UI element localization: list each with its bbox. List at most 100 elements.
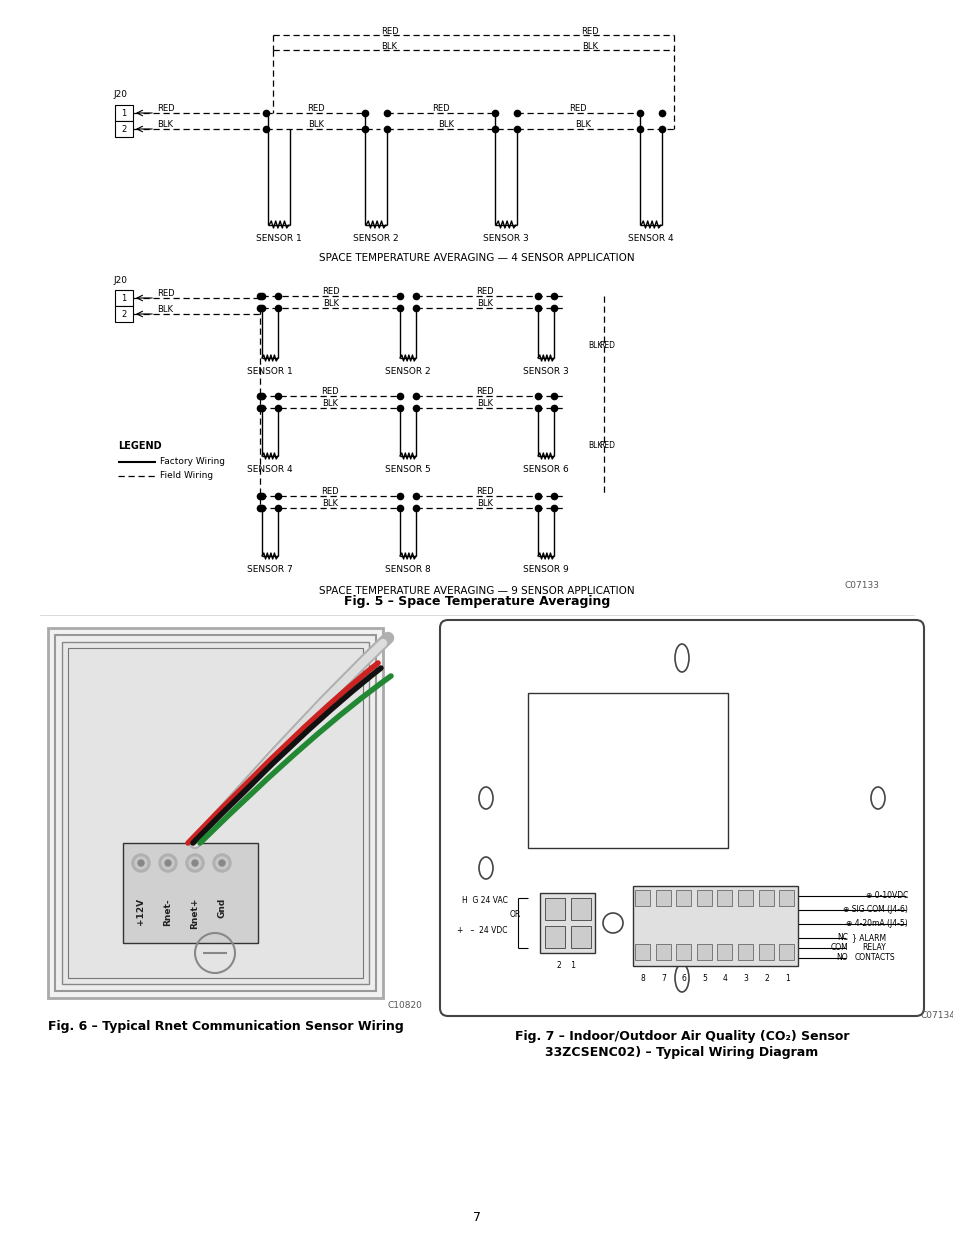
Bar — [62, 642, 369, 984]
Text: } ALARM: } ALARM — [851, 934, 885, 942]
Text: Field Wiring: Field Wiring — [160, 472, 213, 480]
Text: C07133: C07133 — [844, 580, 879, 589]
Bar — [676, 944, 691, 960]
Ellipse shape — [478, 857, 493, 879]
Text: SENSOR 1: SENSOR 1 — [255, 233, 301, 242]
Bar — [696, 944, 711, 960]
Text: BLK: BLK — [476, 399, 493, 408]
Circle shape — [213, 853, 231, 872]
Bar — [758, 944, 773, 960]
Text: SENSOR 4: SENSOR 4 — [247, 464, 293, 473]
Text: Rnet+: Rnet+ — [191, 898, 199, 930]
Text: BLK: BLK — [157, 305, 172, 314]
Bar — [779, 944, 794, 960]
Bar — [655, 944, 670, 960]
Bar — [55, 635, 375, 990]
Text: ⊕ 4-20mA (J4-5): ⊕ 4-20mA (J4-5) — [845, 920, 907, 929]
Ellipse shape — [675, 965, 688, 992]
Text: OR: OR — [509, 910, 520, 920]
Text: SENSOR 9: SENSOR 9 — [522, 564, 568, 573]
Text: BLK: BLK — [323, 299, 338, 308]
Text: RED: RED — [321, 387, 338, 395]
Text: BLK: BLK — [476, 299, 493, 308]
Bar — [544, 926, 564, 948]
Circle shape — [192, 860, 198, 866]
Text: BLK: BLK — [381, 42, 397, 51]
Bar — [655, 890, 670, 906]
Text: NO: NO — [836, 953, 847, 962]
Text: 1: 1 — [121, 294, 127, 303]
Ellipse shape — [478, 787, 493, 809]
Bar — [123, 844, 257, 944]
Text: 2: 2 — [763, 974, 768, 983]
Text: RED: RED — [380, 26, 398, 36]
Bar — [635, 944, 649, 960]
Text: 33ZCSENC02) – Typical Wiring Diagram: 33ZCSENC02) – Typical Wiring Diagram — [545, 1046, 818, 1058]
Text: SENSOR 4: SENSOR 4 — [627, 233, 673, 242]
Circle shape — [219, 860, 225, 866]
Text: SENSOR 5: SENSOR 5 — [385, 464, 431, 473]
Text: 7: 7 — [660, 974, 665, 983]
Bar — [48, 629, 382, 998]
Text: H  G 24 VAC: H G 24 VAC — [461, 897, 507, 905]
Circle shape — [215, 857, 228, 869]
Text: ⊕ SIG COM (J4-6): ⊕ SIG COM (J4-6) — [842, 905, 907, 914]
Text: SENSOR 6: SENSOR 6 — [522, 464, 568, 473]
Text: RELAY: RELAY — [862, 944, 884, 952]
Bar — [696, 890, 711, 906]
Circle shape — [132, 853, 150, 872]
Text: 8: 8 — [640, 974, 644, 983]
Text: 7: 7 — [473, 1212, 480, 1224]
Text: SENSOR 2: SENSOR 2 — [353, 233, 398, 242]
Bar — [717, 890, 732, 906]
Text: RED: RED — [476, 387, 494, 395]
Text: Fig. 6 – Typical Rnet Communication Sensor Wiring: Fig. 6 – Typical Rnet Communication Sens… — [48, 1020, 403, 1032]
Text: +12V: +12V — [136, 898, 146, 925]
Bar — [633, 885, 797, 966]
Text: COM: COM — [829, 944, 847, 952]
Bar — [758, 890, 773, 906]
Text: RED: RED — [322, 287, 339, 295]
Text: SPACE TEMPERATURE AVERAGING — 4 SENSOR APPLICATION: SPACE TEMPERATURE AVERAGING — 4 SENSOR A… — [319, 253, 634, 263]
Text: NC: NC — [836, 934, 847, 942]
Text: RED: RED — [476, 287, 494, 295]
Text: LEGEND: LEGEND — [118, 441, 161, 451]
Text: Fig. 7 – Indoor/Outdoor Air Quality (CO₂) Sensor: Fig. 7 – Indoor/Outdoor Air Quality (CO₂… — [515, 1030, 848, 1044]
Text: BLK: BLK — [476, 499, 493, 508]
Bar — [115, 306, 132, 322]
Text: 5: 5 — [701, 974, 706, 983]
Text: RED: RED — [321, 487, 338, 495]
Circle shape — [602, 913, 622, 932]
Bar — [738, 890, 752, 906]
Bar — [717, 944, 732, 960]
Text: CONTACTS: CONTACTS — [854, 953, 895, 962]
Text: Factory Wiring: Factory Wiring — [160, 457, 225, 467]
Text: BLK: BLK — [587, 441, 601, 451]
Text: RED: RED — [157, 289, 174, 298]
Ellipse shape — [870, 787, 884, 809]
Text: BLK: BLK — [575, 120, 590, 128]
Circle shape — [138, 860, 144, 866]
Bar — [635, 890, 649, 906]
Bar — [115, 105, 132, 121]
Circle shape — [135, 857, 147, 869]
Bar — [68, 648, 363, 978]
Text: BLK: BLK — [437, 120, 454, 128]
Text: RED: RED — [432, 104, 450, 112]
Text: 4: 4 — [722, 974, 727, 983]
Text: SENSOR 2: SENSOR 2 — [385, 367, 431, 375]
Text: 3: 3 — [743, 974, 748, 983]
Bar — [115, 121, 132, 137]
Text: RED: RED — [569, 104, 586, 112]
Text: BLK: BLK — [308, 120, 324, 128]
Text: Gnd: Gnd — [217, 898, 226, 919]
Text: SPACE TEMPERATURE AVERAGING — 9 SENSOR APPLICATION: SPACE TEMPERATURE AVERAGING — 9 SENSOR A… — [319, 585, 634, 597]
Bar — [571, 898, 590, 920]
Bar — [779, 890, 794, 906]
Bar — [571, 926, 590, 948]
Text: RED: RED — [476, 487, 494, 495]
Text: RED: RED — [307, 104, 324, 112]
FancyBboxPatch shape — [439, 620, 923, 1016]
Text: J20: J20 — [112, 90, 127, 99]
Text: SENSOR 3: SENSOR 3 — [482, 233, 528, 242]
